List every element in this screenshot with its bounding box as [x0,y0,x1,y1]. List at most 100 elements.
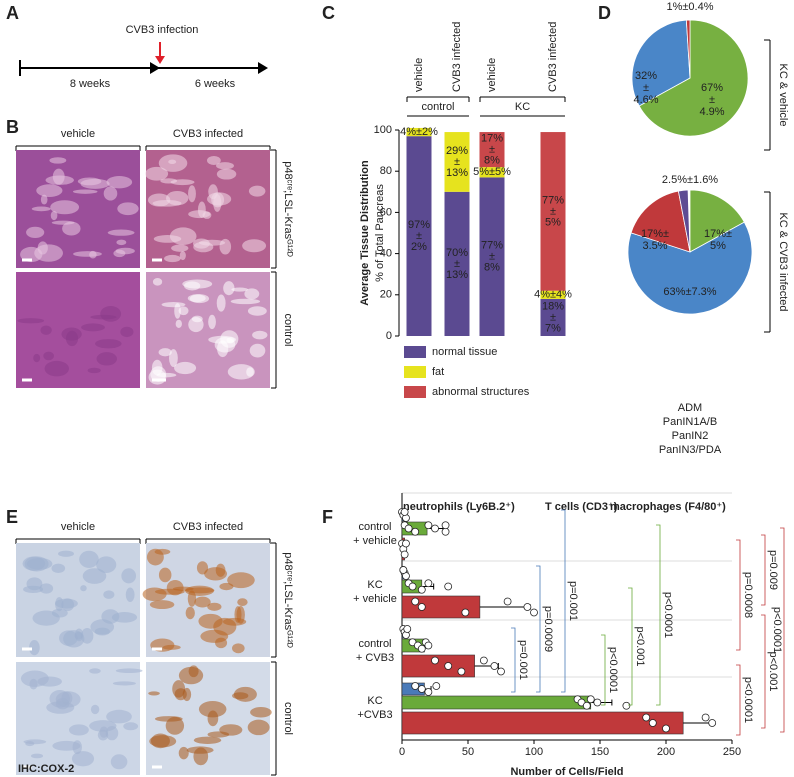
data-point [586,695,595,704]
p-value: p<0.001 [767,651,779,691]
tissue-feature [90,314,117,320]
data-point [708,719,717,727]
tissue-feature [219,724,243,736]
data-point [424,641,433,650]
data-point [417,585,426,594]
tissue-feature [49,157,67,164]
x-tick-label: CVB3 infected [547,22,559,92]
tissue-feature [62,221,81,236]
tissue-feature [101,609,120,624]
value-label: ± [550,311,556,323]
tissue-feature [174,361,197,375]
tissue-feature [31,206,51,212]
tissue-feature [186,746,214,754]
tissue-feature [175,319,182,328]
y-tick-label: KC [367,695,382,707]
tissue-feature [250,707,272,718]
tissue-feature [116,239,127,246]
data-point [490,662,499,670]
value-label: 2% [411,241,427,253]
data-point [404,524,413,533]
data-point [479,656,488,665]
x-tick-label: CVB3 infected [451,22,463,92]
tissue-feature [44,360,69,377]
tissue-feature [145,166,169,181]
tissue-feature [34,244,63,262]
pie-slice [627,221,753,315]
group-label: KC [515,101,530,113]
row-label: control [282,702,294,735]
error-bar [479,604,531,610]
legend-label: normal tissue [432,346,497,358]
tissue-feature [188,185,196,203]
tissue-feature [216,162,234,170]
tissue-feature [184,281,201,291]
tissue-feature [73,251,102,257]
significance-bracket [761,534,766,606]
tissue-feature [185,606,195,620]
pie-title: KC & vehicle [777,64,789,127]
tissue-feature [188,210,211,219]
significance-bracket [736,539,741,651]
bar-segment [479,132,505,168]
p-value: p<0.0001 [771,607,783,653]
event-label: CVB3 infection [126,24,199,36]
tissue-feature [25,741,35,747]
value-label: ± [416,230,422,242]
value-label: ± [454,156,460,168]
tissue-feature [178,306,189,316]
tissue-feature [80,627,94,644]
error-bar [683,720,713,726]
data-point [593,698,602,707]
y-tick-label: control [358,521,391,533]
tissue-feature [165,716,185,735]
data-point [441,527,450,536]
value-label: 77% [481,240,503,252]
bar-segment [406,136,432,336]
value-label: 17%± [704,228,732,240]
x-tick-label: 200 [657,746,675,758]
value-label: 32% [635,70,657,82]
bar-segment [540,290,566,299]
tissue-feature [237,598,248,606]
tissue-feature [148,691,160,696]
tissue-feature [50,210,58,221]
panel-label: F [322,507,333,527]
value-label: ± [489,143,495,155]
tissue-feature [112,681,136,686]
tissue-feature [125,587,135,603]
data-point [411,597,420,606]
tissue-feature [100,305,122,322]
p-value: p<0.0001 [607,647,619,693]
tissue-feature [55,598,78,609]
tissue-feature [26,226,45,239]
significance-bracket [780,527,785,733]
tissue-feature [231,287,248,292]
y-axis-label: % of Total Pancreas [374,184,386,282]
data-point [648,719,657,727]
tissue-feature [215,637,228,649]
data-point [622,701,631,710]
tissue-feature [71,751,95,767]
tissue-feature [213,617,237,636]
pie-slice [689,189,745,253]
value-label: 4.9% [699,106,724,118]
data-point [497,667,505,676]
tissue-feature [95,339,122,349]
tissue-feature [166,190,189,206]
data-point [441,521,450,530]
y-tick-label: +CVB3 [357,709,392,721]
data-point [461,608,470,617]
y-axis-label: Average Tissue Distribution [359,160,371,306]
x-tick-label: 250 [723,746,741,758]
tissue-feature [63,630,85,648]
legend-label: PanIN3/PDA [659,444,722,456]
value-label: 7% [545,322,561,334]
legend-label: T cells (CD3⁺) [545,501,618,513]
tissue-feature [193,736,222,744]
p-value: p<0.0001 [662,592,674,638]
panel-label: A [6,3,19,23]
column-label: CVB3 infected [173,128,243,140]
x-tick-label: 100 [525,746,543,758]
y-tick-label: + vehicle [353,535,397,547]
